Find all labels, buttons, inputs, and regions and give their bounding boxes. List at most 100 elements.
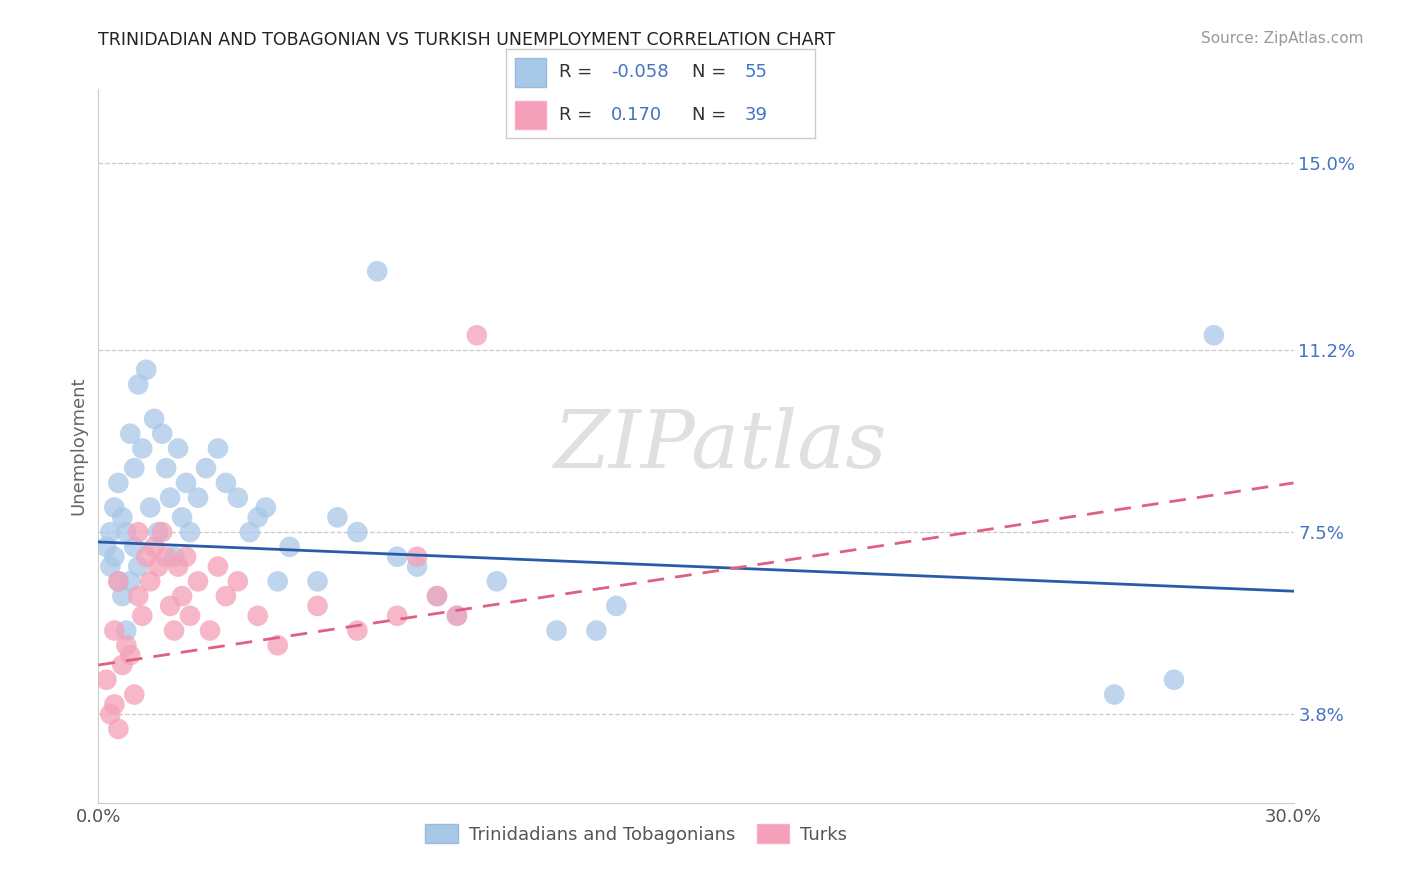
Point <box>111 658 134 673</box>
Point <box>124 540 146 554</box>
Point <box>346 525 368 540</box>
Point <box>172 510 194 524</box>
Point <box>385 608 409 623</box>
Point <box>107 722 129 736</box>
Point <box>605 599 627 613</box>
Point <box>267 574 290 589</box>
Point <box>465 328 488 343</box>
Point <box>155 549 177 564</box>
Point <box>1202 328 1225 343</box>
Point <box>426 589 449 603</box>
Point <box>148 525 170 540</box>
Point <box>96 540 118 554</box>
Point <box>215 475 238 490</box>
Point <box>385 549 409 564</box>
Point <box>307 574 329 589</box>
Point <box>585 624 607 638</box>
Point <box>195 461 218 475</box>
Point <box>127 525 149 540</box>
Point <box>167 442 190 456</box>
Point <box>366 264 388 278</box>
Point <box>163 549 186 564</box>
Point <box>148 559 170 574</box>
Point <box>111 589 134 603</box>
Point <box>143 412 166 426</box>
Y-axis label: Unemployment: Unemployment <box>69 376 87 516</box>
Point <box>174 549 197 564</box>
Point <box>307 599 329 613</box>
Point <box>131 608 153 623</box>
Text: 39: 39 <box>744 106 768 124</box>
Point <box>98 707 122 722</box>
Point <box>326 510 349 524</box>
Bar <box>516 58 547 87</box>
Point <box>446 608 468 623</box>
Point <box>207 442 229 456</box>
Point <box>103 549 125 564</box>
Text: 0.170: 0.170 <box>612 106 662 124</box>
Point <box>187 491 209 505</box>
Point <box>179 525 201 540</box>
Point <box>426 589 449 603</box>
Point <box>446 608 468 623</box>
Point <box>135 549 157 564</box>
Text: R =: R = <box>558 63 598 81</box>
Point <box>139 574 162 589</box>
Point <box>131 442 153 456</box>
Point <box>1163 673 1185 687</box>
Point <box>215 589 238 603</box>
Point <box>135 362 157 376</box>
Point <box>150 426 173 441</box>
Point <box>120 426 142 441</box>
Point <box>127 589 149 603</box>
Point <box>159 491 181 505</box>
Point <box>159 599 181 613</box>
Legend: Trinidadians and Tobagonians, Turks: Trinidadians and Tobagonians, Turks <box>418 817 855 851</box>
Point <box>103 500 125 515</box>
Point <box>107 574 129 589</box>
Point <box>98 559 122 574</box>
Point <box>278 540 301 554</box>
Point <box>239 525 262 540</box>
Text: TRINIDADIAN AND TOBAGONIAN VS TURKISH UNEMPLOYMENT CORRELATION CHART: TRINIDADIAN AND TOBAGONIAN VS TURKISH UN… <box>98 31 835 49</box>
Point <box>111 510 134 524</box>
Point <box>124 461 146 475</box>
Point <box>406 559 429 574</box>
Point <box>107 475 129 490</box>
Text: R =: R = <box>558 106 603 124</box>
Point <box>267 638 290 652</box>
Point <box>139 500 162 515</box>
Bar <box>516 101 547 129</box>
Point <box>155 461 177 475</box>
Point <box>172 589 194 603</box>
Point <box>226 574 249 589</box>
Point <box>226 491 249 505</box>
Point <box>174 475 197 490</box>
Point <box>103 624 125 638</box>
Point <box>485 574 508 589</box>
Point <box>198 624 221 638</box>
Text: ZIPatlas: ZIPatlas <box>553 408 887 484</box>
Point <box>115 525 138 540</box>
Text: 55: 55 <box>744 63 768 81</box>
Text: N =: N = <box>692 106 731 124</box>
Text: Source: ZipAtlas.com: Source: ZipAtlas.com <box>1201 31 1364 46</box>
Point <box>96 673 118 687</box>
Point <box>115 624 138 638</box>
Point <box>207 559 229 574</box>
Point <box>150 525 173 540</box>
Text: N =: N = <box>692 63 731 81</box>
Point <box>246 510 269 524</box>
Point <box>120 574 142 589</box>
Point <box>143 540 166 554</box>
Point <box>103 698 125 712</box>
Point <box>254 500 277 515</box>
Point <box>406 549 429 564</box>
Point <box>124 688 146 702</box>
Point <box>167 559 190 574</box>
Point <box>120 648 142 662</box>
Point <box>246 608 269 623</box>
Point <box>98 525 122 540</box>
Point <box>115 638 138 652</box>
Point <box>127 377 149 392</box>
